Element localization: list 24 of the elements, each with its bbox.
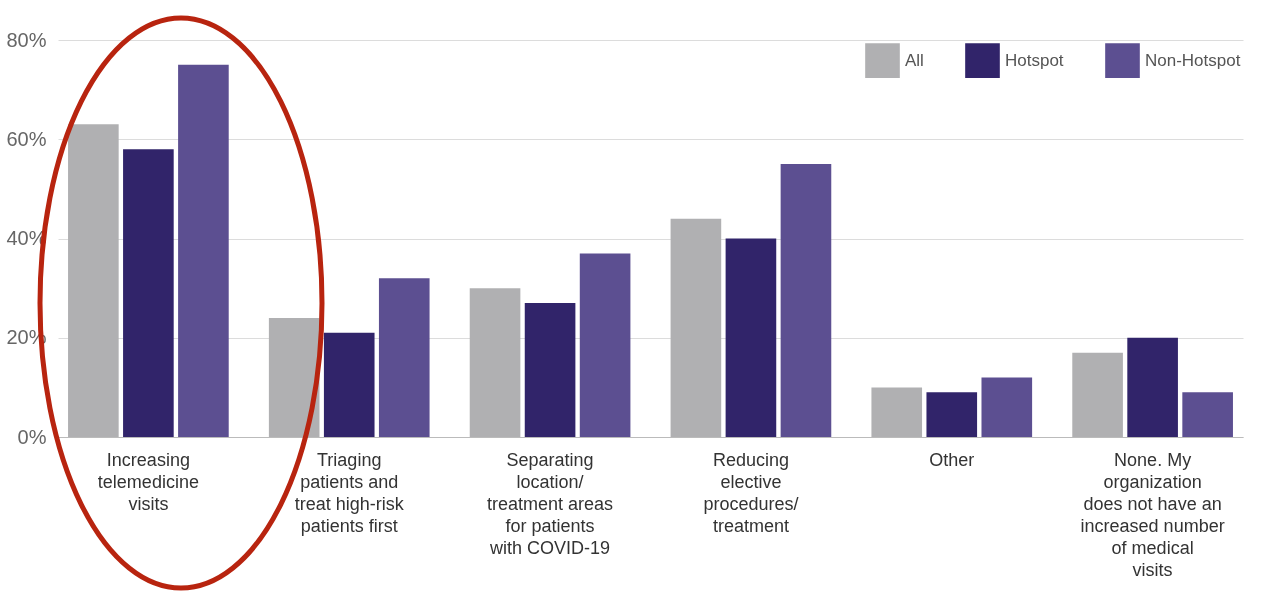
bar <box>178 64 229 437</box>
bar <box>926 392 978 437</box>
bar <box>123 149 174 437</box>
bar <box>378 278 430 437</box>
legend-label: Non-Hotspot <box>1145 50 1241 70</box>
bar <box>780 164 832 437</box>
bar <box>524 303 576 437</box>
x-tick-label: Separating location/ treatment areas for patients with COVID-19 <box>487 449 614 558</box>
bar <box>579 253 631 437</box>
bar <box>323 332 375 437</box>
x-tick-label: Increasing telemedicine visits <box>97 449 199 514</box>
bar <box>1127 337 1178 437</box>
y-tick-label: 60% <box>6 127 47 150</box>
x-tick-label: Reducing elective procedures/ treatment <box>703 449 799 536</box>
y-tick-label: 80% <box>6 28 47 51</box>
legend-label: All <box>905 50 924 70</box>
bar <box>1182 392 1233 437</box>
legend-label: Hotspot <box>1005 50 1064 70</box>
x-tick-label: Other <box>929 449 975 470</box>
bar <box>725 238 777 437</box>
x-tick-label: Triaging patients and treat high-risk patients first <box>294 449 405 536</box>
x-tick-label: None. My organization does not have an increased number of medical visits <box>1080 449 1225 580</box>
bar <box>981 377 1033 437</box>
y-tick-label: 0% <box>17 425 47 448</box>
